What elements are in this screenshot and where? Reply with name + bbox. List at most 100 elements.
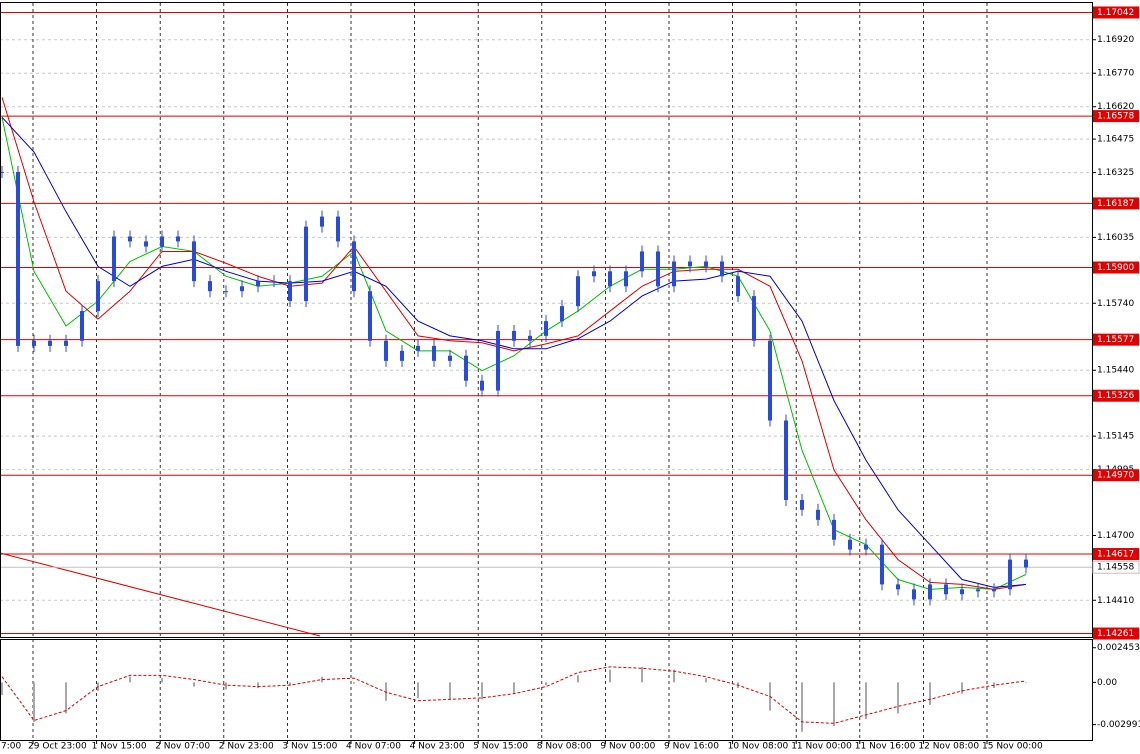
candle xyxy=(304,226,308,302)
candle xyxy=(128,236,132,242)
candle xyxy=(944,584,948,595)
x-tick-label: 4 Nov 23:00 xyxy=(410,742,465,752)
macd-bar xyxy=(865,682,867,720)
macd-bar xyxy=(1025,682,1027,683)
y-tick-label: 1.14410 xyxy=(1097,596,1134,606)
candle xyxy=(784,420,788,500)
macd-bar xyxy=(161,678,163,683)
x-tick-label: 9 Nov 16:00 xyxy=(664,742,719,752)
candle xyxy=(240,286,244,292)
candle xyxy=(800,499,804,510)
candle xyxy=(96,281,100,312)
candle xyxy=(320,216,324,227)
level-label-box xyxy=(1093,110,1139,123)
y-tick-label: 1.15740 xyxy=(1097,299,1134,309)
candle xyxy=(848,539,852,550)
y-tick-label: 0.002453 xyxy=(1097,643,1140,653)
level-label-box xyxy=(1093,6,1139,19)
candle xyxy=(208,281,212,292)
macd-bar xyxy=(193,682,195,687)
current-price-box xyxy=(1092,560,1140,574)
candle xyxy=(1008,559,1012,590)
macd-bar xyxy=(65,682,67,714)
candle xyxy=(48,340,52,346)
candle xyxy=(592,271,596,277)
level-label-box xyxy=(1093,333,1139,346)
macd-bar xyxy=(481,682,483,700)
level-label-box xyxy=(1093,389,1139,402)
candle xyxy=(976,589,980,592)
moving-average xyxy=(1,116,1027,588)
candle xyxy=(736,276,740,297)
candle xyxy=(896,584,900,590)
candle xyxy=(1024,559,1028,568)
macd-bar xyxy=(449,682,451,700)
macd-bar xyxy=(513,682,515,694)
candle xyxy=(256,281,260,287)
candle xyxy=(112,236,116,282)
candle xyxy=(288,281,292,302)
macd-bar xyxy=(897,682,899,714)
x-tick-label: 10 Nov 08:00 xyxy=(728,742,789,752)
candle xyxy=(400,350,404,361)
x-tick-label: 15 Nov 00:00 xyxy=(982,742,1043,752)
level-label-box xyxy=(1093,627,1139,640)
candle xyxy=(672,261,676,287)
y-tick-label: 1.16035 xyxy=(1097,233,1134,243)
level-label: 1.16578 xyxy=(1097,112,1134,122)
candle xyxy=(416,345,420,351)
candle xyxy=(16,171,20,346)
candle xyxy=(688,261,692,267)
x-tick-label: 9 Nov 00:00 xyxy=(600,742,655,752)
y-tick-label: 1.16325 xyxy=(1097,168,1134,178)
x-tick-label: 2 Nov 23:00 xyxy=(219,742,274,752)
marks-layer xyxy=(0,97,1028,732)
main-frame xyxy=(0,2,1093,638)
macd-bar xyxy=(929,682,931,705)
candle xyxy=(656,251,660,287)
candle xyxy=(272,281,276,283)
level-label: 1.15900 xyxy=(1097,263,1134,273)
macd-bar xyxy=(673,669,675,683)
candle xyxy=(32,340,36,346)
macd-bar xyxy=(289,682,291,686)
level-label-box xyxy=(1093,261,1139,274)
grid-layer xyxy=(0,3,1092,740)
x-tick-label: 1 Nov 15:00 xyxy=(92,742,147,752)
level-label: 1.15577 xyxy=(1097,335,1134,345)
x-tick-label: 7:00 xyxy=(1,742,21,752)
macd-bar xyxy=(225,682,227,690)
level-label-box xyxy=(1093,469,1139,482)
candle xyxy=(64,340,68,346)
candle xyxy=(560,306,564,322)
moving-average xyxy=(1,97,1027,590)
level-label: 1.14261 xyxy=(1097,629,1134,639)
candle xyxy=(576,276,580,307)
moving-average xyxy=(1,117,1027,590)
y-tick-label: 1.16475 xyxy=(1097,135,1134,145)
candle xyxy=(720,261,724,277)
level-label: 1.16187 xyxy=(1097,199,1134,209)
candle xyxy=(528,335,532,341)
x-tick-label: 29 Oct 23:00 xyxy=(28,742,87,752)
candle xyxy=(912,589,916,600)
candle xyxy=(512,330,516,341)
macd-bar xyxy=(385,682,387,701)
candle xyxy=(192,241,196,282)
y-tick-label: 1.15145 xyxy=(1097,432,1134,442)
candle xyxy=(544,321,548,336)
x-tick-label: 8 Nov 08:00 xyxy=(537,742,592,752)
candle xyxy=(480,380,484,391)
macd-bar xyxy=(33,682,35,722)
candle xyxy=(832,519,836,540)
signal-line xyxy=(1,666,1027,724)
candle xyxy=(352,241,356,292)
macd-bar xyxy=(961,682,963,694)
y-tick-label: 1.15440 xyxy=(1097,366,1134,376)
x-tick-label: 12 Nov 08:00 xyxy=(918,742,979,752)
candle xyxy=(928,584,932,600)
x-tick-label: 11 Nov 00:00 xyxy=(791,742,852,752)
